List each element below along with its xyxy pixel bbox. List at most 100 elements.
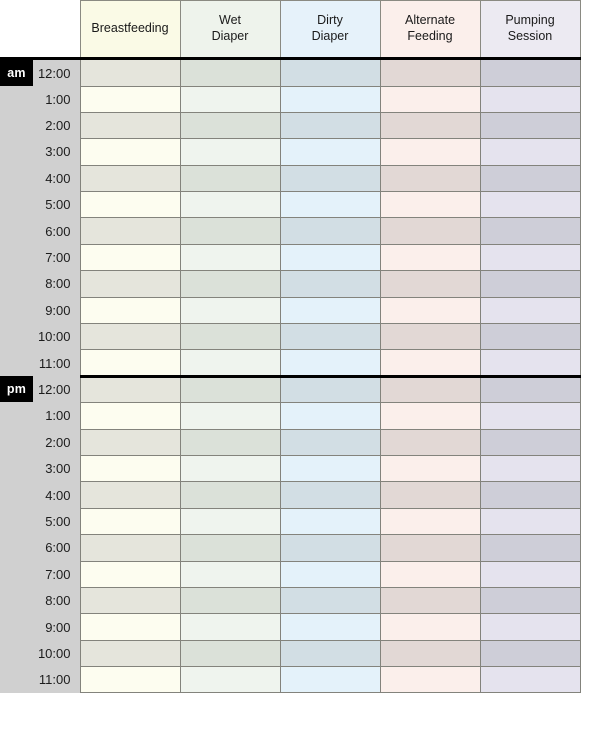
log-cell-dirty-diaper[interactable] — [279, 57, 381, 87]
log-cell-dirty-diaper[interactable] — [279, 534, 381, 562]
log-cell-alternate-feeding[interactable] — [379, 507, 481, 536]
log-cell-dirty-diaper[interactable] — [279, 296, 381, 325]
log-cell-breastfeeding[interactable] — [79, 507, 181, 536]
log-cell-wet-diaper[interactable] — [179, 560, 281, 588]
log-cell-wet-diaper[interactable] — [179, 270, 281, 298]
log-cell-breastfeeding[interactable] — [79, 374, 181, 404]
log-cell-breastfeeding[interactable] — [79, 111, 181, 140]
log-cell-wet-diaper[interactable] — [179, 481, 281, 509]
log-cell-dirty-diaper[interactable] — [279, 639, 381, 668]
log-cell-dirty-diaper[interactable] — [279, 613, 381, 641]
log-cell-wet-diaper[interactable] — [179, 666, 281, 694]
log-cell-pumping-session[interactable] — [479, 639, 581, 668]
log-cell-pumping-session[interactable] — [479, 164, 581, 193]
log-cell-wet-diaper[interactable] — [179, 428, 281, 456]
log-cell-alternate-feeding[interactable] — [379, 374, 481, 404]
log-cell-alternate-feeding[interactable] — [379, 613, 481, 641]
log-cell-wet-diaper[interactable] — [179, 191, 281, 219]
log-cell-alternate-feeding[interactable] — [379, 111, 481, 140]
log-cell-breastfeeding[interactable] — [79, 454, 181, 483]
log-cell-wet-diaper[interactable] — [179, 111, 281, 140]
log-cell-alternate-feeding[interactable] — [379, 428, 481, 456]
log-cell-breastfeeding[interactable] — [79, 85, 181, 113]
log-cell-breastfeeding[interactable] — [79, 481, 181, 509]
log-cell-breastfeeding[interactable] — [79, 164, 181, 193]
log-cell-breastfeeding[interactable] — [79, 349, 181, 377]
log-cell-wet-diaper[interactable] — [179, 639, 281, 668]
log-cell-pumping-session[interactable] — [479, 613, 581, 641]
log-cell-alternate-feeding[interactable] — [379, 191, 481, 219]
log-cell-wet-diaper[interactable] — [179, 296, 281, 325]
log-cell-dirty-diaper[interactable] — [279, 191, 381, 219]
log-cell-dirty-diaper[interactable] — [279, 85, 381, 113]
log-cell-pumping-session[interactable] — [479, 217, 581, 245]
log-cell-dirty-diaper[interactable] — [279, 481, 381, 509]
log-cell-pumping-session[interactable] — [479, 374, 581, 404]
log-cell-pumping-session[interactable] — [479, 323, 581, 351]
log-cell-dirty-diaper[interactable] — [279, 323, 381, 351]
log-cell-dirty-diaper[interactable] — [279, 217, 381, 245]
log-cell-pumping-session[interactable] — [479, 428, 581, 456]
log-cell-pumping-session[interactable] — [479, 57, 581, 87]
log-cell-breastfeeding[interactable] — [79, 57, 181, 87]
log-cell-wet-diaper[interactable] — [179, 534, 281, 562]
log-cell-dirty-diaper[interactable] — [279, 374, 381, 404]
log-cell-dirty-diaper[interactable] — [279, 454, 381, 483]
log-cell-alternate-feeding[interactable] — [379, 402, 481, 430]
log-cell-alternate-feeding[interactable] — [379, 534, 481, 562]
log-cell-pumping-session[interactable] — [479, 560, 581, 588]
log-cell-dirty-diaper[interactable] — [279, 243, 381, 272]
log-cell-wet-diaper[interactable] — [179, 402, 281, 430]
log-cell-alternate-feeding[interactable] — [379, 270, 481, 298]
log-cell-wet-diaper[interactable] — [179, 374, 281, 404]
log-cell-wet-diaper[interactable] — [179, 138, 281, 166]
log-cell-alternate-feeding[interactable] — [379, 481, 481, 509]
log-cell-breastfeeding[interactable] — [79, 639, 181, 668]
log-cell-dirty-diaper[interactable] — [279, 666, 381, 694]
log-cell-dirty-diaper[interactable] — [279, 507, 381, 536]
log-cell-pumping-session[interactable] — [479, 243, 581, 272]
log-cell-pumping-session[interactable] — [479, 534, 581, 562]
log-cell-alternate-feeding[interactable] — [379, 454, 481, 483]
log-cell-wet-diaper[interactable] — [179, 507, 281, 536]
log-cell-pumping-session[interactable] — [479, 111, 581, 140]
log-cell-alternate-feeding[interactable] — [379, 138, 481, 166]
log-cell-alternate-feeding[interactable] — [379, 164, 481, 193]
log-cell-breastfeeding[interactable] — [79, 534, 181, 562]
log-cell-pumping-session[interactable] — [479, 402, 581, 430]
log-cell-alternate-feeding[interactable] — [379, 85, 481, 113]
log-cell-pumping-session[interactable] — [479, 507, 581, 536]
log-cell-alternate-feeding[interactable] — [379, 243, 481, 272]
log-cell-pumping-session[interactable] — [479, 349, 581, 377]
log-cell-pumping-session[interactable] — [479, 270, 581, 298]
log-cell-breastfeeding[interactable] — [79, 270, 181, 298]
log-cell-wet-diaper[interactable] — [179, 349, 281, 377]
log-cell-alternate-feeding[interactable] — [379, 349, 481, 377]
log-cell-breastfeeding[interactable] — [79, 323, 181, 351]
log-cell-wet-diaper[interactable] — [179, 57, 281, 87]
log-cell-dirty-diaper[interactable] — [279, 270, 381, 298]
log-cell-breastfeeding[interactable] — [79, 243, 181, 272]
log-cell-breastfeeding[interactable] — [79, 402, 181, 430]
log-cell-alternate-feeding[interactable] — [379, 586, 481, 615]
log-cell-alternate-feeding[interactable] — [379, 296, 481, 325]
log-cell-dirty-diaper[interactable] — [279, 560, 381, 588]
log-cell-dirty-diaper[interactable] — [279, 586, 381, 615]
log-cell-breastfeeding[interactable] — [79, 613, 181, 641]
log-cell-dirty-diaper[interactable] — [279, 164, 381, 193]
log-cell-pumping-session[interactable] — [479, 138, 581, 166]
log-cell-alternate-feeding[interactable] — [379, 323, 481, 351]
log-cell-pumping-session[interactable] — [479, 454, 581, 483]
log-cell-breastfeeding[interactable] — [79, 296, 181, 325]
log-cell-dirty-diaper[interactable] — [279, 138, 381, 166]
log-cell-breastfeeding[interactable] — [79, 560, 181, 588]
log-cell-pumping-session[interactable] — [479, 85, 581, 113]
log-cell-pumping-session[interactable] — [479, 586, 581, 615]
log-cell-wet-diaper[interactable] — [179, 164, 281, 193]
log-cell-alternate-feeding[interactable] — [379, 639, 481, 668]
log-cell-wet-diaper[interactable] — [179, 217, 281, 245]
log-cell-breastfeeding[interactable] — [79, 666, 181, 694]
log-cell-wet-diaper[interactable] — [179, 586, 281, 615]
log-cell-breastfeeding[interactable] — [79, 191, 181, 219]
log-cell-breastfeeding[interactable] — [79, 586, 181, 615]
